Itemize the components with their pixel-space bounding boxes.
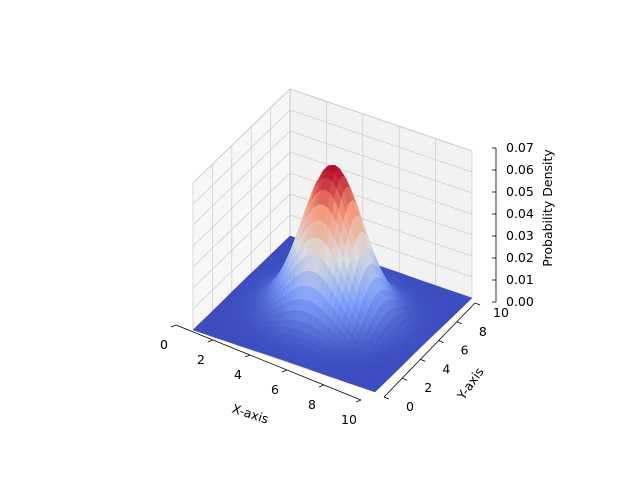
surface-facet [370,387,378,393]
tick-marks [170,147,496,403]
pane-edge [192,88,291,184]
z-tick-label: 0.06 [506,162,534,177]
x-tick-label: 0 [160,337,168,352]
z-tick-label: 0.05 [506,184,534,199]
left-pane [193,89,290,330]
tick-labels: 024681002468100.000.010.020.030.040.050.… [160,140,534,427]
surface-mesh [192,164,473,393]
x-tick [318,384,325,388]
y-tick-label: 2 [424,380,432,395]
gridline-z-left [192,109,291,205]
y-tick [402,377,408,381]
x-tick-label: 2 [197,352,205,367]
y-tick [383,396,390,400]
gridline-z-back [289,151,473,215]
x-axis-label: X-axis [230,401,270,427]
z-tick-label: 0.01 [506,272,534,287]
x-axis-line [175,324,362,401]
x-tick [244,354,251,358]
y-tick [420,359,426,362]
gridline-z-back [289,109,473,173]
y-axis-label: Y-axis [453,364,486,403]
y-tick-label: 0 [406,399,414,414]
y-tick-label: 4 [442,361,450,376]
x-tick-label: 4 [234,367,242,382]
axis-lines [175,148,497,401]
gridline-z-left [192,193,291,289]
y-tick [456,321,462,325]
y-tick-label: 8 [479,324,487,339]
z-tick-label: 0.07 [506,140,534,155]
x-tick-label: 10 [341,412,357,427]
z-axis-label: Probability Density [540,149,555,267]
x-tick [207,339,214,343]
z-tick-label: 0.00 [506,294,534,309]
y-tick [474,302,481,306]
y-axis-line [383,302,476,398]
x-tick [170,324,177,328]
x-tick-label: 8 [308,397,316,412]
z-tick-label: 0.04 [506,206,534,221]
y-tick-label: 10 [493,305,509,320]
z-tick-label: 0.02 [506,250,534,265]
gridline-z-left [192,214,291,310]
x-tick [281,369,288,373]
y-tick-label: 6 [461,343,469,358]
gridline-z-back [289,130,473,194]
x-tick [355,399,362,403]
gridline-z-left [192,151,291,247]
z-tick-label: 0.03 [506,228,534,243]
pane-edge [289,88,473,152]
gridline-z-left [192,130,291,226]
gridline-z-left [192,172,291,268]
x-tick-label: 6 [271,382,279,397]
y-tick [438,340,444,343]
